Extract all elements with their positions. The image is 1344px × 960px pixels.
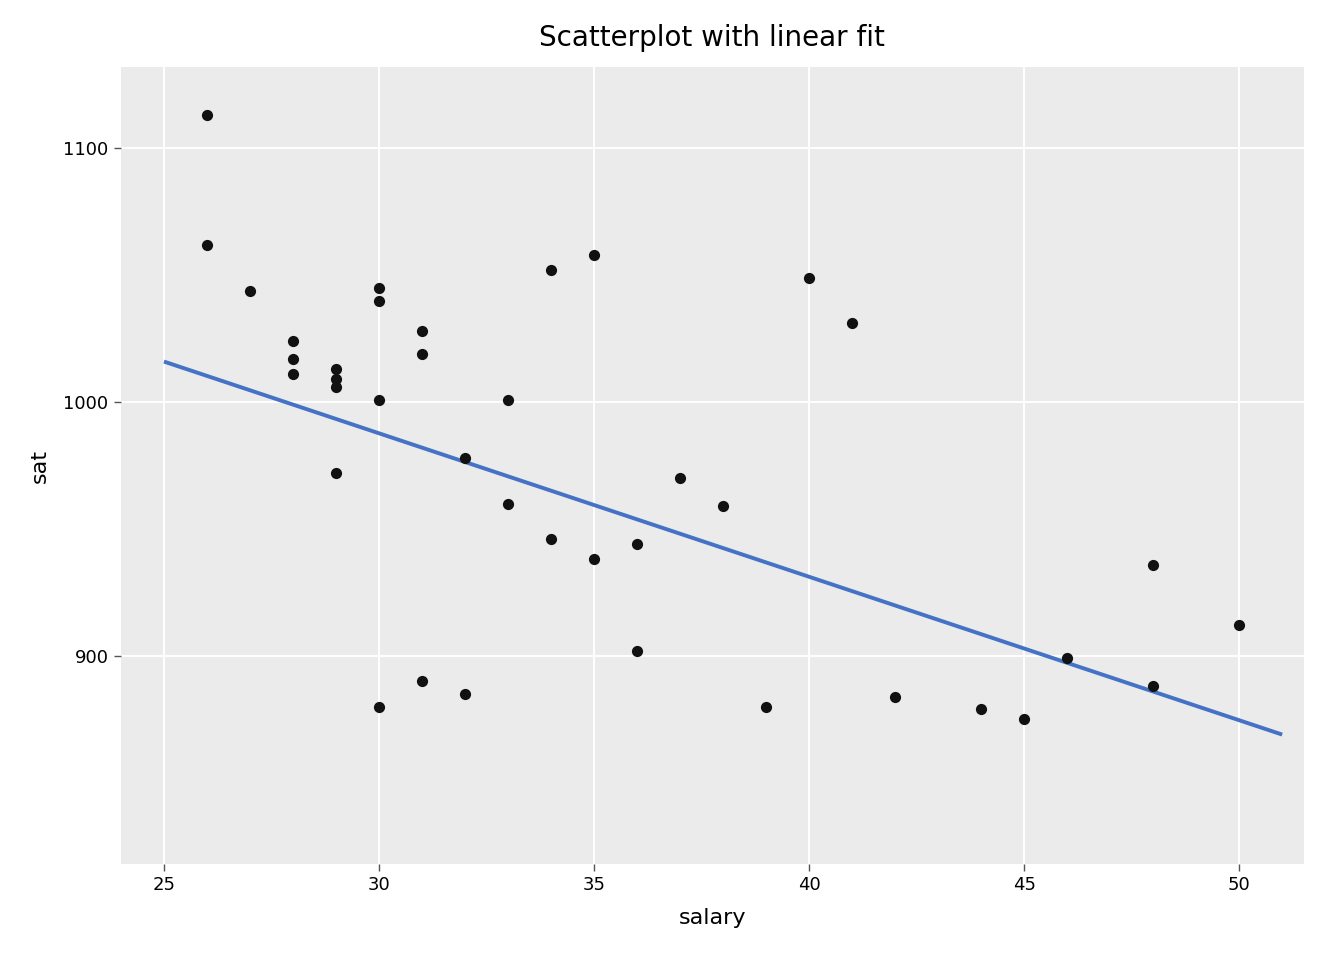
Point xyxy=(583,552,605,567)
Point xyxy=(755,699,777,714)
Point xyxy=(583,248,605,263)
Point xyxy=(540,262,562,277)
Point xyxy=(1056,651,1078,666)
Point xyxy=(884,689,906,705)
Point xyxy=(368,392,390,407)
Point xyxy=(841,316,863,331)
Point xyxy=(970,702,992,717)
Point xyxy=(454,686,476,702)
Point xyxy=(454,450,476,466)
Point xyxy=(411,674,433,689)
Point xyxy=(1142,679,1164,694)
Point xyxy=(368,280,390,296)
Point xyxy=(411,347,433,362)
Point xyxy=(1142,557,1164,572)
Point xyxy=(282,367,304,382)
Point xyxy=(325,362,347,377)
X-axis label: salary: salary xyxy=(679,908,746,928)
Point xyxy=(325,466,347,481)
Point xyxy=(282,351,304,367)
Point xyxy=(497,392,519,407)
Point xyxy=(626,537,648,552)
Point xyxy=(368,699,390,714)
Point xyxy=(196,108,218,123)
Point xyxy=(712,498,734,514)
Point xyxy=(325,379,347,395)
Point xyxy=(497,496,519,512)
Point xyxy=(1228,618,1250,634)
Point xyxy=(325,372,347,387)
Point xyxy=(368,293,390,308)
Point xyxy=(798,270,820,285)
Point xyxy=(239,283,261,299)
Point xyxy=(669,470,691,486)
Point xyxy=(1013,711,1035,727)
Title: Scatterplot with linear fit: Scatterplot with linear fit xyxy=(539,24,886,53)
Point xyxy=(540,532,562,547)
Point xyxy=(411,324,433,339)
Point xyxy=(196,237,218,252)
Y-axis label: sat: sat xyxy=(30,448,50,483)
Point xyxy=(282,333,304,348)
Point xyxy=(626,643,648,659)
